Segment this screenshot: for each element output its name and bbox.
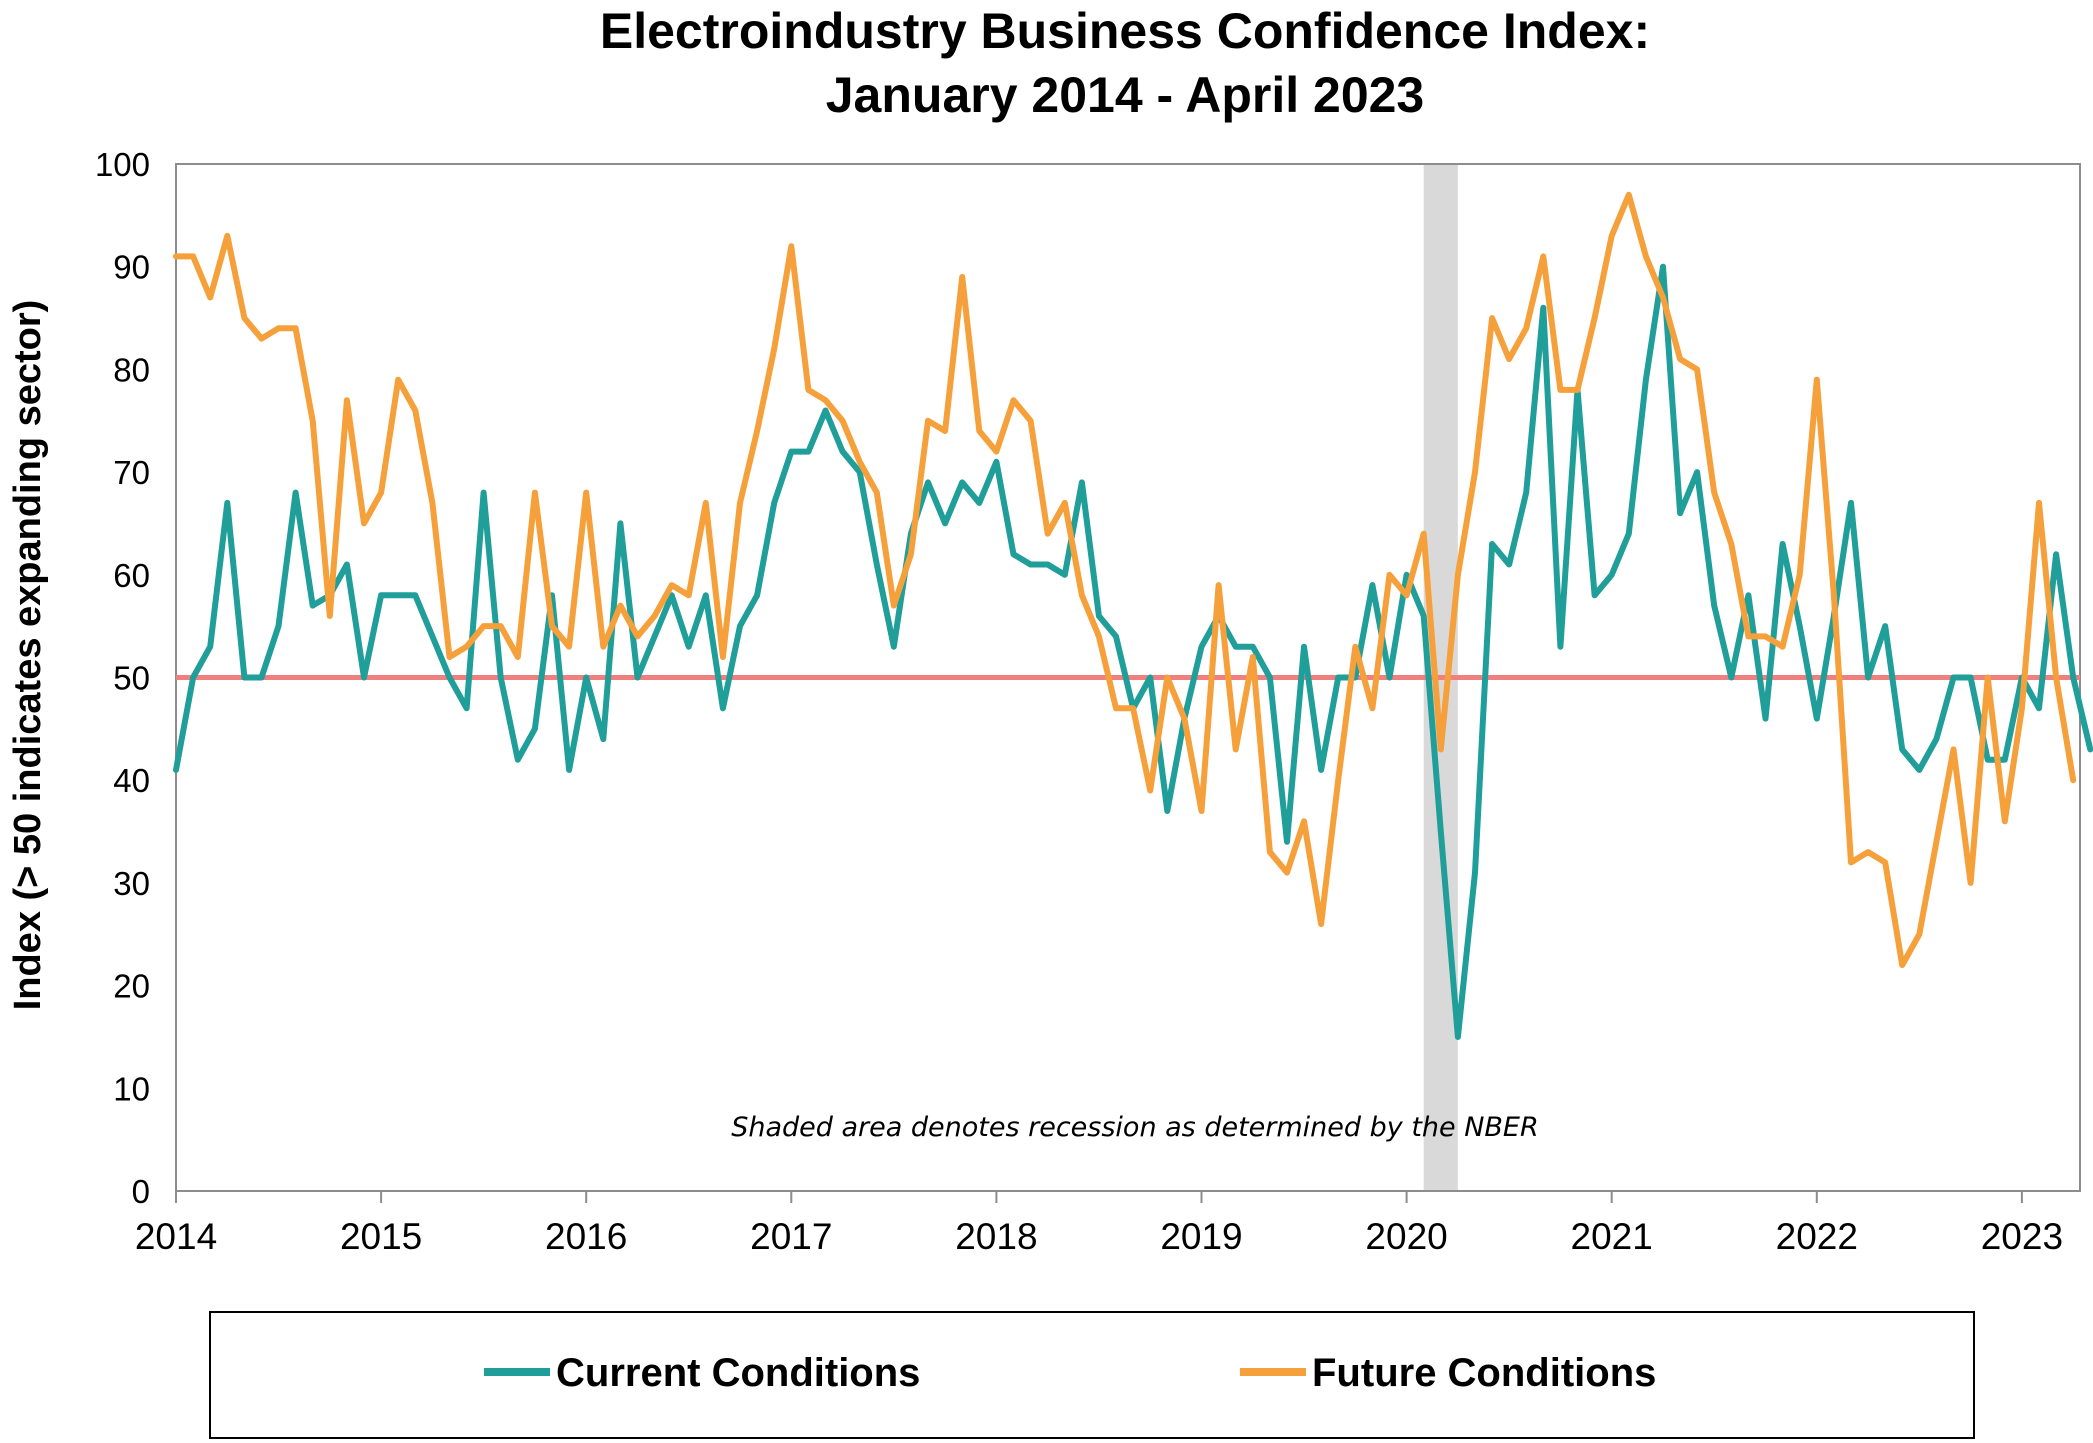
y-axis-ticks: 0 10 20 30 40 50 60 70 80 90 100 — [95, 146, 150, 1210]
y-tick-label: 50 — [113, 660, 150, 697]
y-tick-label: 20 — [113, 968, 150, 1005]
legend-label-future: Future Conditions — [1312, 1351, 1656, 1395]
y-tick-label: 60 — [113, 557, 150, 594]
series-line-future-conditions — [173, 191, 2077, 969]
x-tick-label: 2021 — [1571, 1216, 1653, 1257]
y-tick-label: 40 — [113, 762, 150, 799]
x-tick-label: 2016 — [545, 1216, 627, 1257]
y-tick-label: 80 — [113, 351, 150, 388]
x-tick-label: 2018 — [955, 1216, 1037, 1257]
chart-title: Electroindustry Business Confidence Inde… — [600, 3, 1650, 59]
chart-subtitle: January 2014 - April 2023 — [826, 67, 1425, 123]
legend-box — [209, 1311, 1975, 1439]
y-axis-label: Index (> 50 indicates expanding sector) — [7, 300, 49, 1011]
x-tick-label: 2019 — [1160, 1216, 1242, 1257]
y-tick-label: 70 — [113, 454, 150, 491]
x-tick-label: 2020 — [1365, 1216, 1447, 1257]
x-tick-label: 2017 — [750, 1216, 832, 1257]
y-tick-label: 90 — [113, 249, 150, 286]
legend-label-current: Current Conditions — [556, 1351, 920, 1395]
recession-note: Shaded area denotes recession as determi… — [731, 1112, 1539, 1143]
x-tick-label: 2022 — [1776, 1216, 1858, 1257]
x-axis-ticks: 2014 2015 2016 2017 2018 2019 2020 2021 2022 2023 — [135, 1191, 2063, 1257]
y-tick-label: 30 — [113, 865, 150, 902]
y-tick-label: 10 — [113, 1070, 150, 1107]
x-tick-label: 2014 — [135, 1216, 217, 1257]
x-tick-label: 2015 — [340, 1216, 422, 1257]
y-tick-label: 0 — [132, 1173, 150, 1210]
series-lines — [173, 191, 2093, 1040]
x-tick-label: 2023 — [1981, 1216, 2063, 1257]
y-tick-label: 100 — [95, 146, 150, 183]
